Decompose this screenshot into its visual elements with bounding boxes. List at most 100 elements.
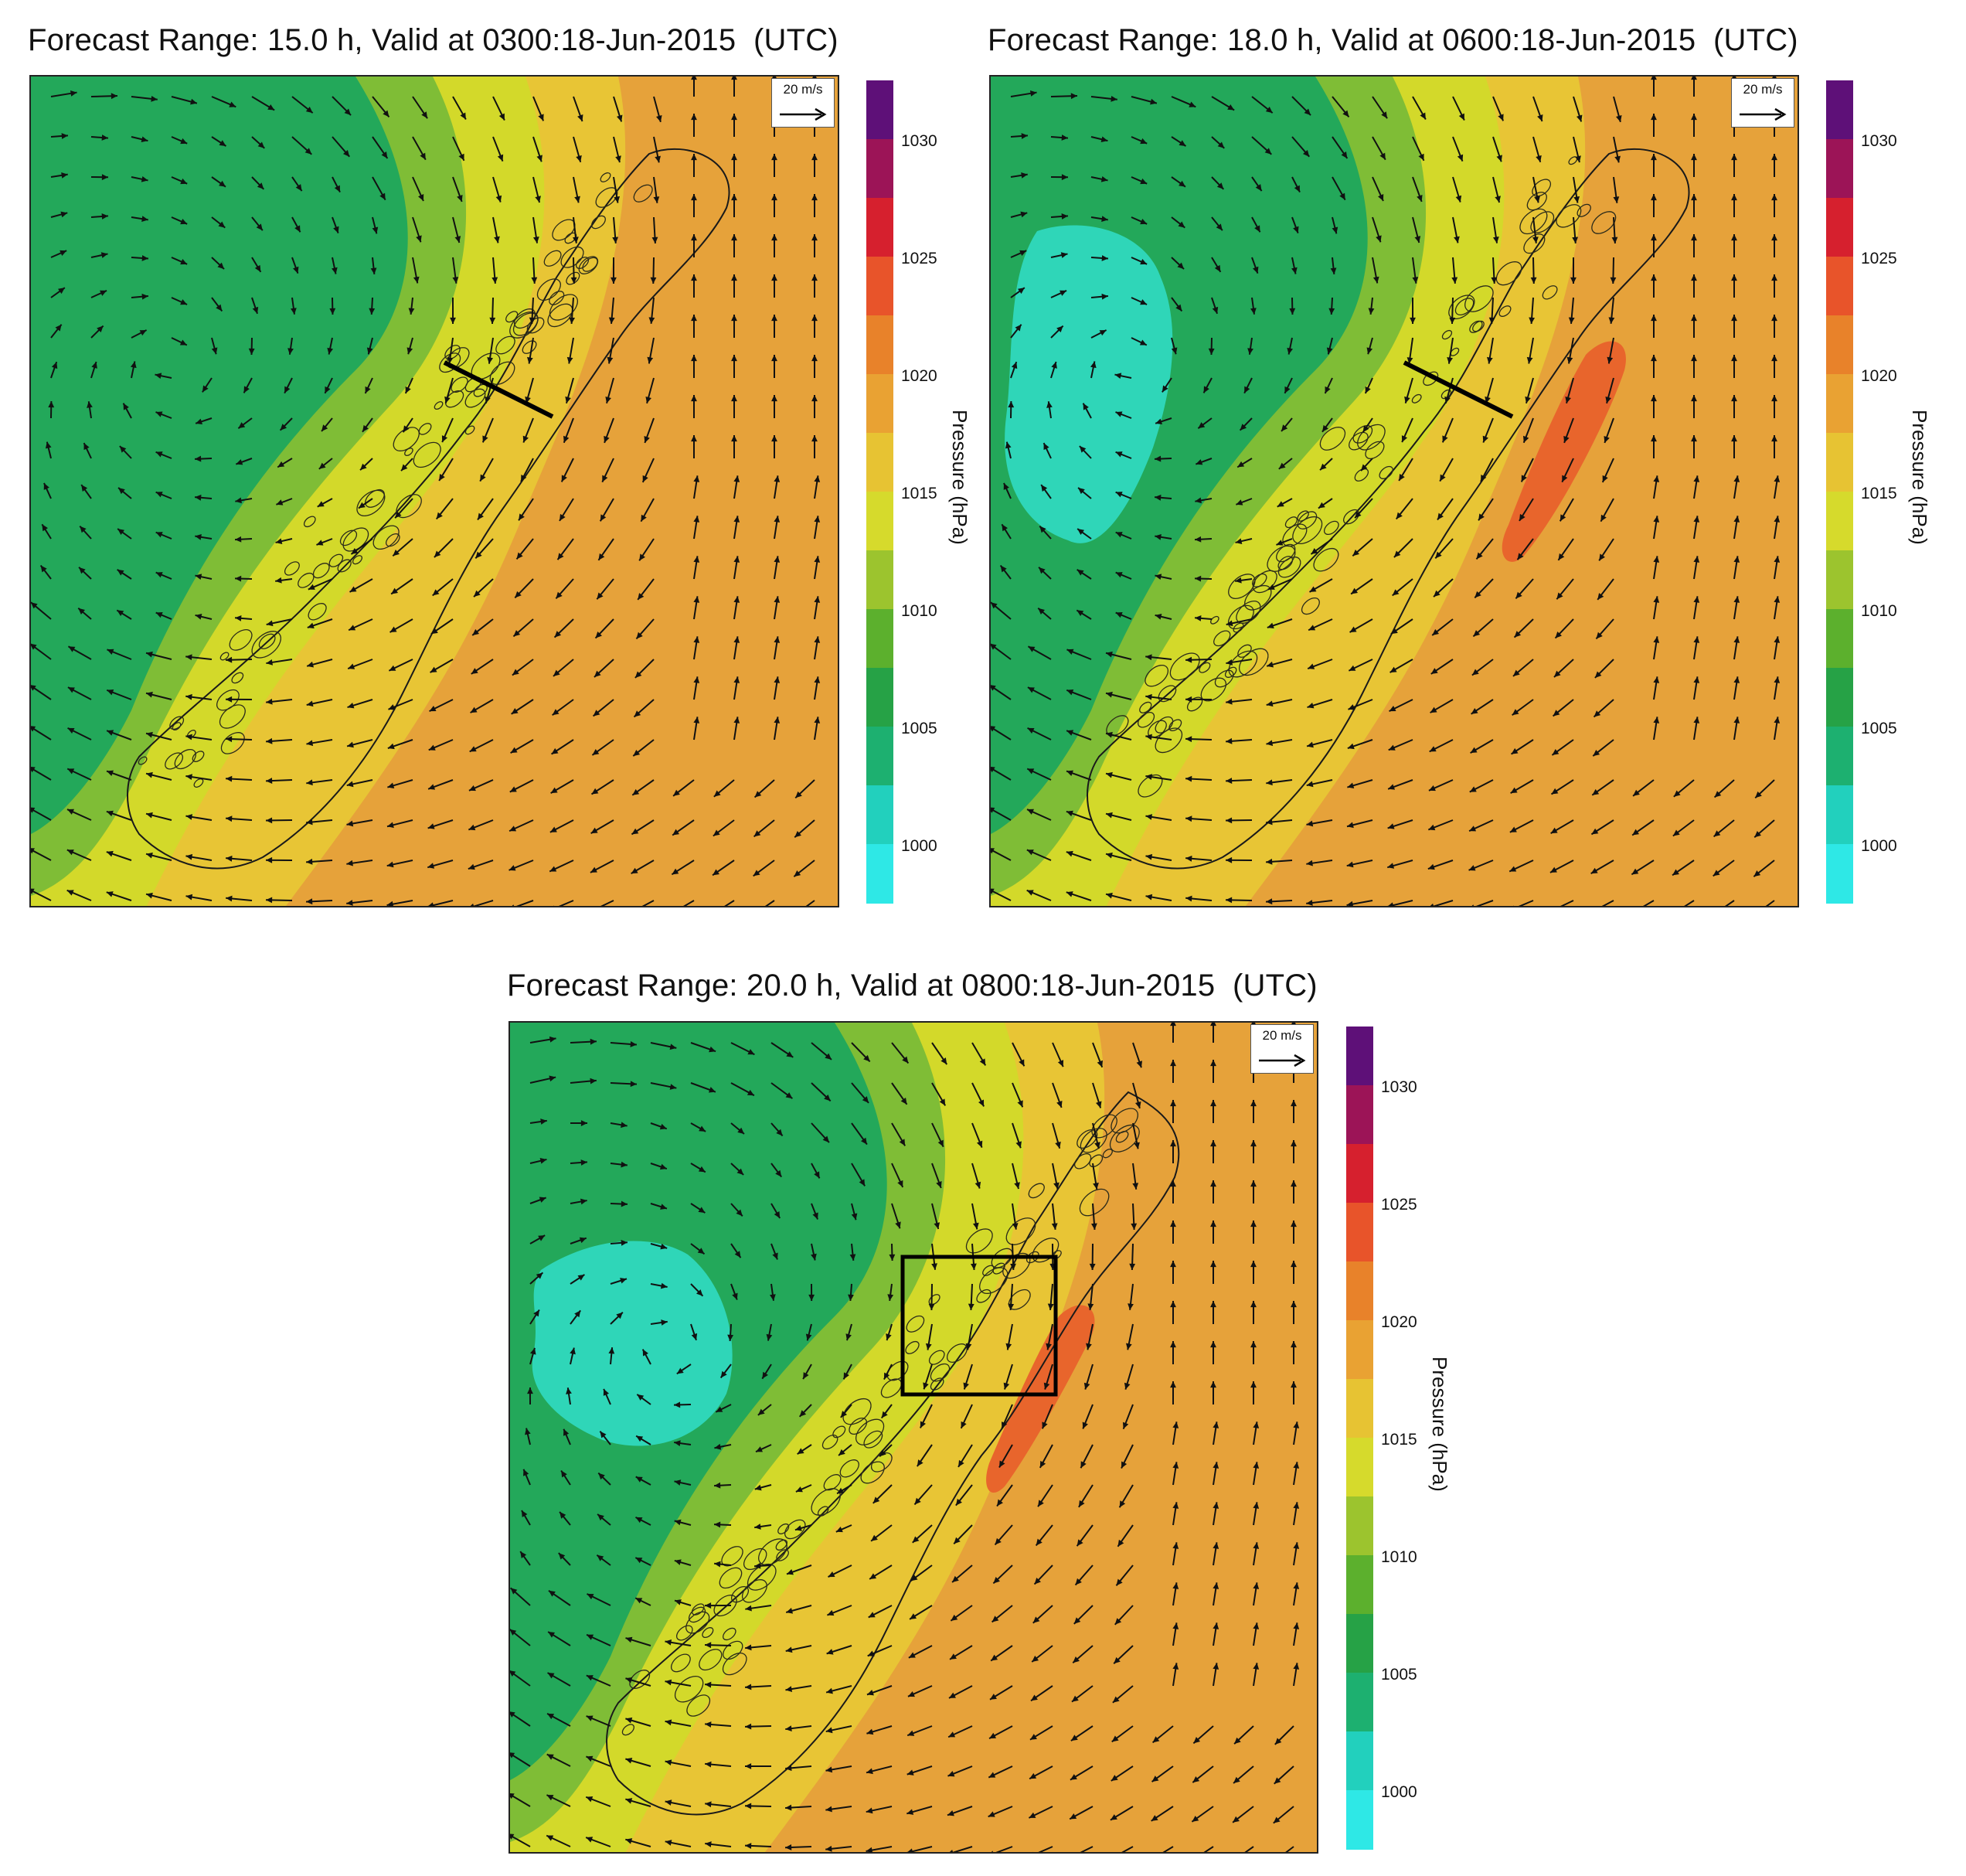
wind-arrowhead xyxy=(774,516,781,523)
terrain-contour xyxy=(1158,685,1177,703)
wind-arrowhead xyxy=(826,1649,834,1655)
terrain-contour xyxy=(1379,465,1393,479)
wind-arrowhead xyxy=(797,1448,804,1455)
wind-arrowhead xyxy=(587,1594,594,1600)
wind-arrowhead xyxy=(1185,855,1192,862)
wind-arrowhead xyxy=(305,107,313,114)
wind-arrowhead xyxy=(1563,435,1570,443)
wind-arrowhead xyxy=(1284,386,1291,393)
wind-arrowhead xyxy=(66,890,74,896)
wind-arrowhead xyxy=(1672,869,1679,876)
terrain-contour xyxy=(1523,233,1546,254)
wind-arrowhead xyxy=(1366,347,1373,355)
wind-arrowhead xyxy=(1733,596,1740,603)
terrain-contour xyxy=(758,1538,787,1566)
wind-arrowhead xyxy=(1549,867,1557,873)
wind-arrowhead xyxy=(1608,317,1615,324)
wind-arrowhead xyxy=(947,1771,955,1777)
terrain-contour xyxy=(870,1452,893,1473)
wind-arrowhead xyxy=(736,1209,743,1217)
terrain-contour xyxy=(723,1627,736,1641)
wind-arrowhead xyxy=(43,482,49,490)
wind-arrowhead xyxy=(546,1754,554,1760)
wind-arrowhead xyxy=(1326,347,1333,355)
wind-arrowhead xyxy=(586,1796,594,1803)
wind-arrowhead xyxy=(155,532,163,538)
wind-arrowhead xyxy=(632,788,640,795)
wind-arrowhead xyxy=(1511,747,1519,754)
wind-arrowhead xyxy=(509,786,517,792)
wind-arrowhead xyxy=(1389,666,1397,673)
wind-arrowhead xyxy=(67,768,75,775)
wind-arrowhead xyxy=(635,1517,643,1524)
wind-arrowhead xyxy=(430,666,437,673)
wind-arrowhead xyxy=(786,1608,794,1614)
wind-arrowhead xyxy=(460,112,466,120)
terrain-contour xyxy=(229,629,253,651)
wind-arrowhead xyxy=(1611,237,1618,243)
wind-arrowhead xyxy=(1693,556,1700,563)
wind-arrowhead xyxy=(1471,669,1479,676)
wind-arrowhead xyxy=(691,355,697,362)
wind-arrowhead xyxy=(139,329,147,336)
wind-arrowhead xyxy=(598,1473,605,1480)
wind-arrowhead xyxy=(1274,1777,1281,1784)
wind-arrowhead xyxy=(1342,110,1349,117)
wind-arrowhead xyxy=(794,870,801,877)
wind-arrowhead xyxy=(1254,225,1260,233)
terrain-contour xyxy=(308,603,327,621)
wind-arrowhead xyxy=(1240,424,1247,431)
wind-arrowhead xyxy=(1306,860,1313,867)
wind-arrowhead xyxy=(1414,236,1421,243)
wind-arrowhead xyxy=(1352,549,1359,557)
wind-arrowhead xyxy=(615,155,621,163)
wind-arrowhead xyxy=(1526,356,1533,364)
wind-arrowhead xyxy=(1754,830,1761,838)
wind-arrowhead xyxy=(997,1499,1003,1507)
wind-arrowhead xyxy=(587,1634,594,1640)
wind-arrowhead xyxy=(346,860,353,867)
pressure-colorbar xyxy=(1826,80,1853,904)
wind-arrowhead xyxy=(1455,195,1462,203)
wind-arrowhead xyxy=(811,194,818,201)
wind-arrowhead xyxy=(720,1370,727,1378)
wind-arrowhead xyxy=(691,77,697,80)
wind-arrowhead xyxy=(1713,830,1721,837)
terrain-contour xyxy=(1079,1188,1110,1217)
wind-arrowhead xyxy=(266,659,273,666)
wind-arrowhead xyxy=(1351,587,1359,594)
wind-arrowhead xyxy=(470,903,474,906)
wind-arrowhead xyxy=(745,1605,752,1612)
wind-arrowhead xyxy=(146,771,153,778)
colorbar-tick-label: 1005 xyxy=(1861,720,1897,737)
terrain-contour xyxy=(976,1289,992,1303)
wind-arrowhead xyxy=(1145,654,1152,661)
colorbar-tick-label: 1000 xyxy=(1381,1783,1417,1801)
wind-arrowhead xyxy=(1226,620,1233,627)
wind-arrowhead xyxy=(693,596,700,603)
pressure-wind-map xyxy=(989,75,1799,907)
wind-arrowhead xyxy=(866,1728,874,1735)
wind-arrowhead xyxy=(824,1094,831,1101)
wind-arrowhead xyxy=(1029,1772,1037,1779)
wind-arrowhead xyxy=(879,1449,886,1457)
wind-arrowhead xyxy=(1517,553,1524,560)
terrain-contour xyxy=(339,529,358,546)
wind-arrowhead xyxy=(991,685,996,691)
terrain-contour xyxy=(992,1262,1005,1275)
wind-arrowhead xyxy=(1774,717,1781,724)
wind-arrowhead xyxy=(1320,463,1327,471)
wind-arrowhead xyxy=(1115,411,1123,417)
wind-arrowhead xyxy=(560,513,566,521)
wind-arrowhead xyxy=(1731,274,1737,281)
wind-arrow xyxy=(1725,900,1735,906)
wind-arrowhead xyxy=(155,612,163,618)
wind-arrowhead xyxy=(1731,154,1737,161)
wind-arrow xyxy=(641,900,655,906)
wind-arrowhead xyxy=(254,264,261,272)
wind-arrowhead xyxy=(195,613,202,620)
wind-arrowhead xyxy=(87,401,93,408)
wind-arrowhead xyxy=(1185,656,1192,663)
wind-arrowhead xyxy=(988,1811,995,1817)
wind-arrowhead xyxy=(614,196,621,203)
